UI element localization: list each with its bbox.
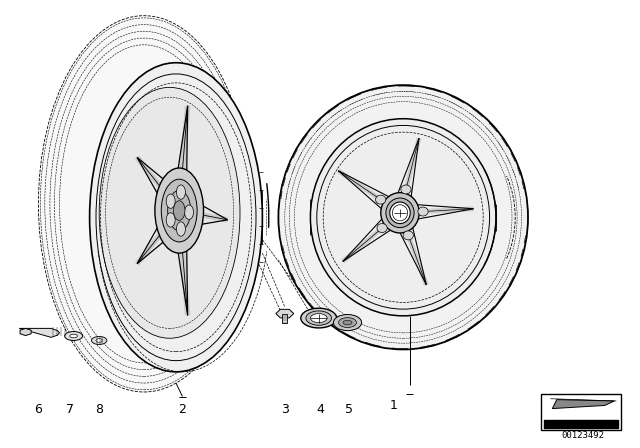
Ellipse shape	[333, 314, 362, 331]
Ellipse shape	[278, 85, 528, 349]
Text: 5: 5	[345, 403, 353, 417]
Ellipse shape	[155, 168, 204, 253]
Ellipse shape	[166, 213, 175, 227]
Text: 3: 3	[281, 403, 289, 417]
Ellipse shape	[386, 198, 414, 228]
Ellipse shape	[376, 195, 386, 204]
Ellipse shape	[310, 119, 496, 316]
Ellipse shape	[343, 320, 352, 325]
Bar	[541, 394, 621, 430]
Ellipse shape	[92, 336, 107, 345]
Text: 1: 1	[390, 399, 397, 412]
Ellipse shape	[377, 224, 387, 233]
Ellipse shape	[177, 185, 186, 199]
Ellipse shape	[90, 63, 262, 372]
Ellipse shape	[177, 222, 186, 236]
Bar	[282, 314, 287, 323]
Ellipse shape	[65, 332, 83, 340]
Ellipse shape	[418, 207, 428, 216]
Ellipse shape	[306, 311, 332, 325]
Ellipse shape	[99, 87, 240, 338]
Ellipse shape	[70, 334, 77, 338]
Ellipse shape	[339, 318, 356, 327]
Ellipse shape	[173, 201, 185, 220]
Polygon shape	[552, 400, 614, 409]
Text: 00123492: 00123492	[561, 431, 604, 440]
Polygon shape	[276, 309, 294, 318]
Polygon shape	[19, 328, 60, 337]
Polygon shape	[20, 328, 31, 336]
Ellipse shape	[403, 231, 413, 240]
Text: 2: 2	[179, 403, 186, 417]
Text: 8: 8	[95, 403, 103, 417]
Ellipse shape	[310, 314, 327, 323]
Ellipse shape	[390, 202, 410, 224]
Ellipse shape	[168, 190, 191, 231]
Ellipse shape	[184, 205, 193, 220]
Text: 6: 6	[35, 403, 42, 417]
Text: 4: 4	[316, 403, 324, 417]
Ellipse shape	[161, 179, 197, 242]
Ellipse shape	[166, 194, 175, 208]
Ellipse shape	[301, 308, 337, 328]
Text: 7: 7	[67, 403, 74, 417]
Ellipse shape	[96, 339, 102, 342]
Ellipse shape	[381, 193, 419, 233]
Ellipse shape	[401, 185, 411, 194]
Ellipse shape	[38, 16, 250, 392]
